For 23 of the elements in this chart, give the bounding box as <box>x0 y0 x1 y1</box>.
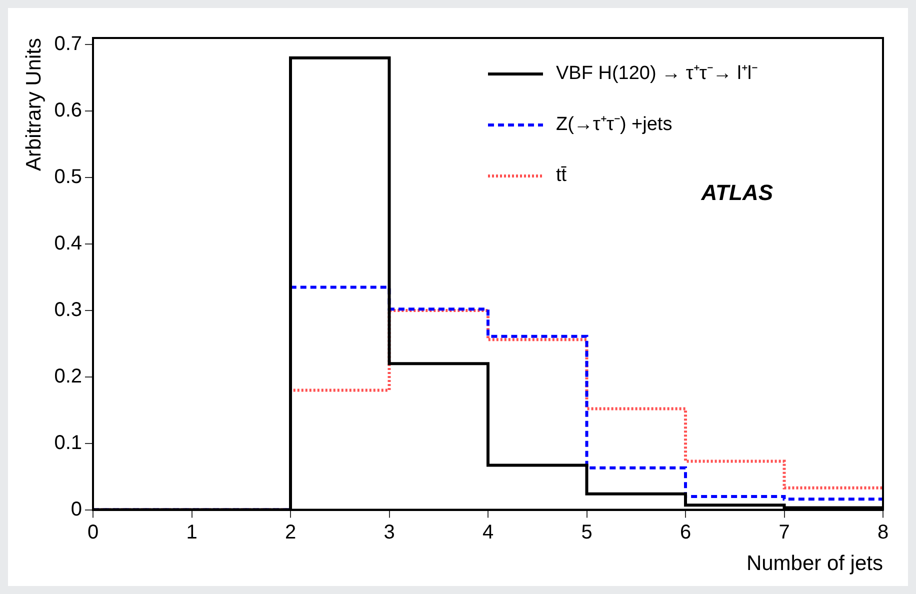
y-axis-title: Arbitrary Units <box>22 38 46 172</box>
x-tick-label: 8 <box>877 521 889 544</box>
annotation: ATLAS <box>700 180 774 205</box>
y-tick-label: 0.2 <box>54 365 82 388</box>
x-tick-label: 4 <box>482 521 494 544</box>
x-tick-label: 0 <box>87 521 99 544</box>
x-tick-label: 2 <box>284 521 296 544</box>
legend-label: tt̄ <box>556 165 568 186</box>
x-tick-label: 1 <box>186 521 198 544</box>
legend-label: Z(→τ⁺τ⁻) +jets <box>556 114 672 136</box>
x-tick-label: 5 <box>581 521 592 544</box>
y-tick-label: 0.3 <box>54 298 82 321</box>
x-tick-label: 7 <box>778 521 790 544</box>
x-tick-label: 6 <box>680 521 692 544</box>
y-tick-label: 0.4 <box>54 232 82 255</box>
legend-label: VBF H(120) → τ⁺τ⁻→ l⁺l⁻ <box>556 63 758 84</box>
y-tick-label: 0.6 <box>54 100 82 122</box>
y-tick-label: 0.7 <box>54 33 82 56</box>
x-axis-title: Number of jets <box>746 552 883 576</box>
y-tick-label: 0.5 <box>54 166 82 188</box>
y-tick-label: 0.1 <box>54 432 82 454</box>
x-tick-label: 3 <box>384 521 395 544</box>
y-tick-label: 0 <box>70 498 82 520</box>
